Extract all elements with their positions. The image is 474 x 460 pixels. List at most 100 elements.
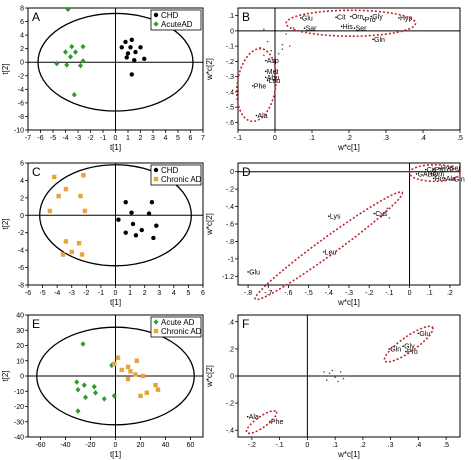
series-chronic-ad [47, 173, 88, 257]
loading-point [266, 79, 269, 82]
panel-label: E [32, 317, 40, 331]
loading-point [328, 372, 331, 375]
x-axis-label: t[1] [110, 450, 121, 459]
data-point [153, 176, 159, 182]
loading-point [326, 379, 328, 381]
data-point [54, 60, 60, 67]
legend-box [150, 316, 202, 338]
y-tick-label: 2 [20, 46, 24, 53]
data-point [139, 227, 144, 233]
y-tick-label: 10 [16, 358, 24, 365]
variable-label: Gln [390, 346, 401, 353]
x-tick-label: .2 [447, 290, 453, 297]
variable-label: Glu [419, 331, 430, 338]
variable-label: Ala [446, 176, 456, 183]
variable-label: Ala [249, 414, 259, 421]
hotelling-ellipse [37, 12, 194, 112]
x-tick-label: -3 [75, 135, 81, 142]
x-axis-label: w*c[1] [337, 450, 360, 459]
y-tick-label: 0 [230, 169, 234, 176]
x-tick-label: 3 [151, 135, 155, 142]
legend-label: CHD [161, 166, 179, 175]
x-tick-label: 4 [172, 290, 176, 297]
y-tick-label: .4 [228, 319, 234, 326]
loading-point [247, 271, 249, 273]
data-point [76, 240, 82, 246]
loading-point [339, 371, 342, 373]
loading-point [350, 15, 352, 18]
data-point [80, 341, 86, 347]
variable-label: Lys [330, 214, 341, 221]
panel-label: F [242, 317, 249, 331]
data-point [63, 186, 69, 192]
data-point [73, 49, 78, 55]
y-tick-label: -.6 [226, 222, 234, 229]
series-chronic-ad [112, 355, 161, 399]
loading-point [335, 16, 337, 18]
data-point [64, 62, 70, 68]
variable-label: Cys [375, 211, 388, 218]
data-point [153, 328, 159, 334]
x-tick-label: -.2 [365, 290, 373, 297]
data-point [71, 91, 77, 98]
x-axis-label: w*c[1] [337, 298, 360, 307]
x-tick-label: -1 [98, 290, 104, 297]
panel-c: -6 -5 -4 -3 -2 -1 0 1 2 3 4 5 6-8-6-4-20246t[1]t[2]C… [1, 161, 205, 308]
cluster-ellipse [235, 47, 278, 123]
data-point [128, 369, 133, 374]
variable-label: Leu [269, 78, 281, 85]
variable-label: His [343, 24, 354, 31]
data-point [75, 386, 81, 393]
panel-label: A [32, 10, 40, 24]
data-point [83, 394, 88, 401]
x-tick-label: .2 [360, 442, 366, 449]
y-tick-label: -4 [18, 87, 24, 94]
data-point [69, 43, 75, 50]
variable-label: Pro [365, 17, 376, 24]
y-tick-label: -1 [228, 256, 234, 263]
data-point [52, 174, 57, 180]
data-point [133, 233, 139, 238]
y-tick-label: 0 [230, 28, 234, 35]
cluster-ellipse [254, 191, 404, 301]
y-tick-label: -4 [18, 248, 24, 255]
y-axis-label: t[2] [1, 370, 10, 381]
x-tick-label: -5 [39, 290, 45, 297]
loading-point [415, 173, 418, 175]
x-tick-label: -.6 [284, 290, 292, 297]
loading-point [246, 415, 249, 418]
x-tick-label: .5 [443, 442, 449, 449]
y-tick-label: 0 [230, 374, 234, 381]
variable-label: Gly [404, 344, 415, 351]
loading-point [320, 375, 323, 377]
data-point [124, 55, 129, 60]
loading-point [328, 215, 330, 217]
x-tick-label: 2 [143, 290, 147, 297]
variable-label: Hyp [400, 15, 413, 22]
y-tick-label: -.4 [226, 89, 234, 96]
y-tick-label: -.1 [226, 44, 234, 51]
loading-point [417, 332, 420, 335]
data-point [111, 393, 117, 399]
loading-point [342, 377, 345, 380]
x-tick-label: -1 [100, 135, 106, 142]
data-point [63, 49, 68, 55]
y-tick-label: -.3 [226, 74, 234, 81]
loading-point [372, 38, 374, 41]
data-point [144, 390, 149, 395]
legend-label: CHD [161, 11, 179, 20]
data-point [116, 217, 121, 222]
x-tick-label: -.3 [345, 290, 353, 297]
loading-point [388, 217, 391, 219]
loading-point [382, 214, 385, 217]
loading-point [263, 28, 265, 31]
y-tick-label: 30 [16, 328, 24, 335]
variable-label: Abu [267, 75, 280, 82]
data-point [115, 355, 121, 360]
data-point [153, 167, 159, 173]
legend-box [150, 164, 202, 186]
y-tick-label: -10 [14, 389, 24, 396]
data-point [93, 389, 98, 396]
